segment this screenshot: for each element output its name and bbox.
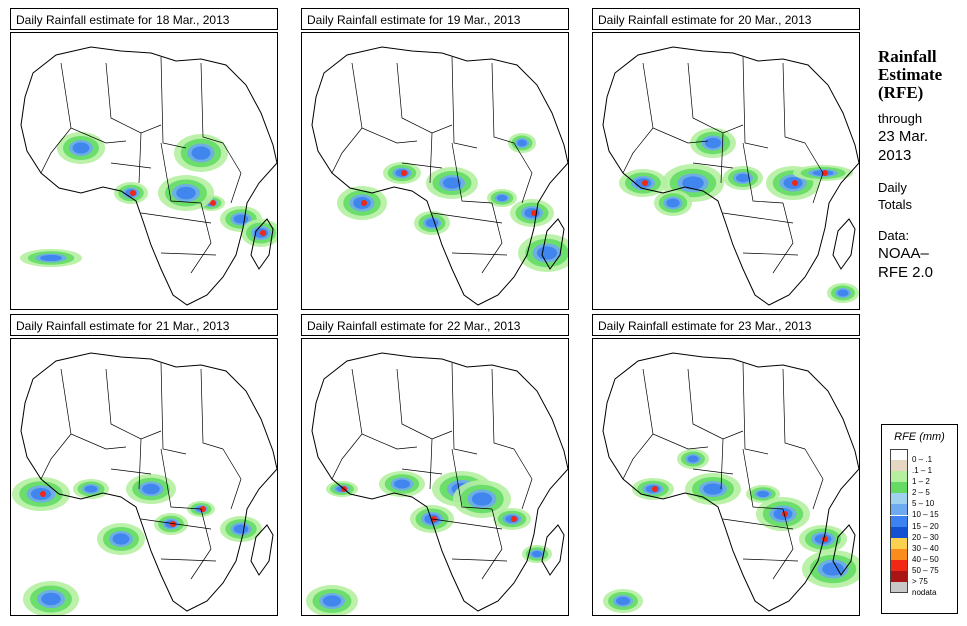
rainfall-map [301,32,569,310]
through-date: 23 Mar. 2013 [878,128,929,164]
through-label: through [878,111,923,126]
map-panel-21-mar: Daily Rainfall estimate for 21 Mar., 2013 [10,314,280,616]
legend-swatch [890,493,908,505]
legend-swatch [890,460,908,472]
legend-label: 20 – 30 [912,532,939,542]
rainfall-map [592,338,860,616]
africa-map-graphic [602,46,859,306]
map-panel-23-mar: Daily Rainfall estimate for 23 Mar., 2013 [592,314,862,616]
legend-swatch [890,559,908,571]
legend-label: 1 – 2 [912,477,930,487]
africa-map-graphic [306,352,568,615]
legend-swatch [890,504,908,516]
legend-swatch [890,582,908,594]
data-label: Data: [878,228,910,243]
legend-label: .1 – 1 [912,466,933,476]
daily-totals-label: Daily Totals [878,180,912,212]
legend-swatch [890,526,908,538]
map-panel-18-mar: Daily Rainfall estimate for 18 Mar., 2013 [10,8,280,310]
legend-swatch [890,449,908,460]
map-panel-19-mar: Daily Rainfall estimate for 19 Mar., 2013 [301,8,571,310]
legend-label: 50 – 75 [912,565,939,575]
rainfall-map [10,32,278,310]
legend-title: RFE (mm) [894,431,945,443]
legend-swatch [890,471,908,483]
legend-label: > 75 [912,577,928,587]
africa-map-graphic [12,352,277,615]
legend-label: 30 – 40 [912,543,939,553]
legend-swatch [890,548,908,560]
legend-label: 40 – 50 [912,554,939,564]
map-panel-20-mar: Daily Rainfall estimate for 20 Mar., 2013 [592,8,862,310]
africa-map-graphic [20,46,277,306]
legend-label: 0 – .1 [912,455,933,464]
rainfall-map [301,338,569,616]
panel-title: Daily Rainfall estimate for 20 Mar., 2013 [592,8,860,30]
legend-swatch [890,571,908,583]
legend-label: 15 – 20 [912,521,939,531]
legend-swatch [890,515,908,527]
panel-title: Daily Rainfall estimate for 23 Mar., 2013 [592,314,860,336]
panel-title: Daily Rainfall estimate for 19 Mar., 2013 [301,8,569,30]
legend-swatch [890,537,908,549]
rainfall-map [592,32,860,310]
legend-label: nodata [912,588,937,598]
panel-title: Daily Rainfall estimate for 22 Mar., 2013 [301,314,569,336]
map-panel-22-mar: Daily Rainfall estimate for 22 Mar., 2013 [301,314,571,616]
legend-swatch [890,482,908,494]
panel-title: Daily Rainfall estimate for 18 Mar., 2013 [10,8,278,30]
data-source: NOAA– RFE 2.0 [878,245,934,281]
legend-label: 10 – 15 [912,510,939,520]
sidebar-title: Rainfall Estimate (RFE) [878,47,943,102]
panel-title: Daily Rainfall estimate for 21 Mar., 2013 [10,314,278,336]
africa-map-graphic [311,46,568,306]
rainfall-map [10,338,278,616]
africa-map-graphic [602,352,859,613]
legend-label: 5 – 10 [912,499,935,509]
legend-label: 2 – 5 [912,488,930,498]
sidebar-info: Rainfall Estimate (RFE) through 23 Mar. 201… [878,48,964,282]
